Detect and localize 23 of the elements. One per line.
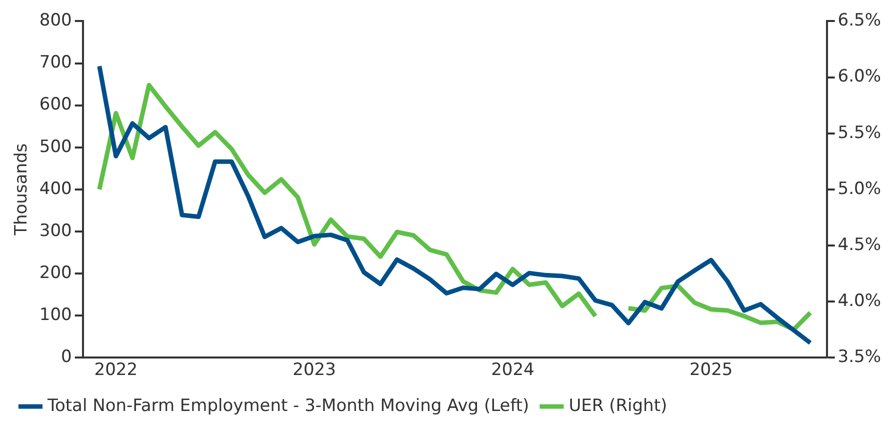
y-tick-label: 300 bbox=[39, 220, 72, 241]
y2-tick-label: 6.0% bbox=[838, 66, 882, 87]
y2-tick-label: 4.5% bbox=[838, 234, 882, 255]
legend-label: Total Non-Farm Employment - 3-Month Moving Avg (Left) bbox=[46, 396, 530, 416]
y-tick-label: 0 bbox=[61, 347, 72, 368]
y-tick-label: 700 bbox=[39, 52, 72, 73]
y2-tick-label: 3.5% bbox=[838, 347, 882, 368]
y-tick-label: 200 bbox=[39, 262, 72, 283]
y2-tick-label: 5.5% bbox=[838, 122, 882, 143]
x-tick-label: 2022 bbox=[94, 360, 138, 380]
y-axis-title: Thousands bbox=[12, 143, 32, 236]
y2-tick-label: 6.5% bbox=[838, 10, 882, 31]
x-tick-label: 2024 bbox=[491, 360, 534, 380]
y-tick-label: 400 bbox=[39, 178, 72, 199]
y-tick-label: 100 bbox=[39, 304, 72, 325]
x-tick-label: 2025 bbox=[689, 360, 733, 380]
y-tick-label: 800 bbox=[39, 10, 72, 31]
y2-tick-label: 5.0% bbox=[838, 178, 882, 199]
x-tick-label: 2023 bbox=[292, 360, 336, 380]
y-tick-label: 500 bbox=[39, 136, 72, 157]
y2-tick-label: 4.0% bbox=[838, 290, 882, 311]
y-tick-label: 600 bbox=[39, 94, 72, 115]
legend-label: UER (Right) bbox=[568, 396, 668, 416]
